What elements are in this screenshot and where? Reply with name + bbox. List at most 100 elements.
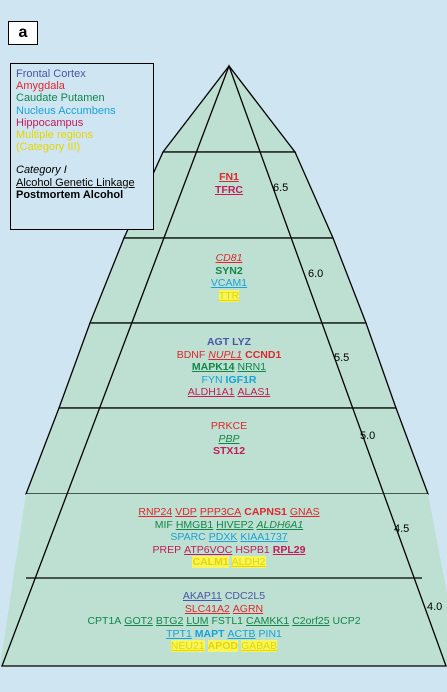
legend-nucleus-accumbens: Nucleus Accumbens [16, 104, 116, 117]
gene-label: PDXK [208, 531, 238, 543]
gene-label: BTG2 [155, 615, 184, 627]
tier-4-genes: PRKCE PBP STX12 [29, 420, 429, 458]
legend-amygdala: Amygdala [16, 80, 65, 93]
gene-label: ALDH6A1 [256, 518, 304, 531]
tier-6-row-3: CPT1A GOT2 BTG2 LUM FSTL1 CAMKK1 C2orf25 UCP2 [24, 615, 424, 628]
gene-label: LYZ [232, 336, 252, 348]
panel-label: a [8, 21, 38, 45]
legend-multiple-regions: Multiple regions [16, 129, 94, 142]
gene-label: PRKCE [210, 420, 248, 432]
legend-category-i: Category I [16, 164, 67, 177]
gene-label: HSPB1 [235, 543, 270, 556]
gene-label: UCP2 [332, 615, 361, 627]
gene-label: TTR [218, 289, 240, 302]
gene-label: C2orf25 [292, 615, 330, 627]
tier-6-row-1: AKAP11 CDC2L5 [24, 590, 424, 603]
tier-4-row-2: PBP [29, 433, 429, 446]
gene-label: KIAA1737 [240, 531, 288, 543]
gene-label: MAPK14 [191, 361, 235, 373]
gene-label: PREP [152, 543, 182, 556]
tier-1-row-1: FN1 [29, 171, 429, 184]
gene-label: NRN1 [237, 361, 267, 373]
tier-2-row-4: TTR [29, 289, 429, 303]
gene-label: TPT1 [166, 627, 192, 640]
legend-hippocampus: Hippocampus [16, 116, 84, 129]
legend-caudate-putamen: Caudate Putamen [16, 92, 105, 105]
score-label: 5.5 [334, 352, 350, 364]
tier-4-row-3: STX12 [29, 445, 429, 458]
tier-2-row-1: CD81 [29, 252, 429, 265]
gene-label: CDC2L5 [224, 590, 266, 602]
gene-label: PPP3CA [199, 506, 242, 518]
gene-label: NEU21 [170, 640, 205, 652]
gene-label: GABAB [241, 640, 278, 652]
tier-3-row-3: MAPK14 NRN1 [29, 361, 429, 374]
tier-5-row-4: PREP ATP6VOC HSPB1 RPL29 [29, 544, 429, 557]
tier-6-row-2: SLC41A2 AGRN [24, 603, 424, 616]
tier-5-row-3: SPARC PDXK KIAA1737 [29, 531, 429, 544]
tier-5-row-2: MIF HMGB1 HIVEP2 ALDH6A1 [29, 519, 429, 532]
score-label: 5.0 [360, 430, 376, 442]
gene-label: CD81 [215, 252, 243, 264]
gene-label: ACTB [227, 627, 256, 640]
tier-5-genes: RNP24 VDP PPP3CA CAPNS1 GNAS MIF HMGB1 HIVEP2 AL… [29, 506, 429, 569]
legend-frontal-cortex: Frontal Cortex [16, 68, 86, 80]
gene-label: TFRC [215, 183, 243, 196]
gene-label: ALDH2 [231, 556, 266, 568]
gene-label: MIF [154, 518, 173, 531]
tier-2-row-3: VCAM1 [29, 277, 429, 290]
legend-postmortem: Postmortem Alcohol [16, 188, 124, 201]
legend-gap [16, 153, 153, 164]
legend: Frontal Cortex Amygdala Caudate Putamen … [10, 63, 154, 230]
gene-label: VCAM1 [210, 277, 248, 289]
gene-label: APOD [207, 640, 238, 652]
gene-label: SLC41A2 [184, 602, 230, 615]
gene-label: PBP [218, 432, 240, 445]
gene-label: RPL29 [272, 543, 306, 556]
gene-label: FYN [201, 373, 223, 386]
tier-3-genes: AGT LYZ BDNF NUPL1 CCND1 MAPK14 NRN1 FYN IGF1R AL… [29, 336, 429, 399]
tier-2-row-2: SYN2 [29, 265, 429, 278]
gene-label: AGT [206, 336, 230, 348]
pyramid-outline [1, 64, 447, 667]
tier-6-row-4: TPT1 MAPT ACTB PIN1 [24, 628, 424, 641]
score-label: 4.0 [427, 601, 443, 613]
tier-1-genes: FN1 TFRC [29, 171, 429, 196]
tier-3-row-2: BDNF NUPL1 CCND1 [29, 349, 429, 362]
gene-label: FSTL1 [211, 615, 243, 627]
tier-5-row-5: CALM1 ALDH2 [29, 556, 429, 569]
gene-label: CAPNS1 [244, 506, 287, 518]
gene-label: MAPT [194, 627, 225, 640]
gene-label: BDNF [176, 348, 206, 361]
tier-5-row-1: RNP24 VDP PPP3CA CAPNS1 GNAS [29, 506, 429, 519]
gene-label: AKAP11 [182, 590, 222, 602]
gene-label: HIVEP2 [216, 518, 254, 531]
gene-label: FN1 [219, 171, 239, 183]
gene-label: CAMKK1 [246, 615, 290, 627]
gene-label: ALDH1A1 [187, 386, 235, 398]
gene-label: LUM [186, 615, 209, 627]
gene-label: NUPL1 [208, 348, 243, 361]
gene-label: GNAS [289, 506, 320, 518]
gene-label: VDP [175, 506, 197, 518]
gene-label: PIN1 [258, 627, 282, 640]
pyramid-tier-1 [161, 64, 297, 153]
gene-label: RNP24 [138, 506, 173, 518]
tier-1-row-2: TFRC [29, 184, 429, 197]
gene-label: STX12 [212, 445, 246, 457]
tier-6-genes: AKAP11 CDC2L5 SLC41A2 AGRN CPT1A GOT2 BTG2 LUM F… [24, 590, 424, 653]
tier-3-row-1: AGT LYZ [29, 336, 429, 349]
gene-label: SPARC [170, 531, 206, 543]
gene-label: CCND1 [245, 348, 282, 361]
gene-label: SYN2 [215, 264, 243, 277]
gene-label: ATP6VOC [184, 543, 233, 556]
gene-label: GOT2 [124, 615, 153, 627]
gene-label: CPT1A [87, 615, 122, 627]
pyramid-tier-6-fill [0, 494, 447, 666]
tier-6-row-5: NEU21 APOD GABAB [24, 640, 424, 653]
score-label: 6.0 [308, 268, 324, 280]
gene-label: IGF1R [225, 373, 257, 386]
pyramid [0, 64, 447, 667]
legend-genetic-linkage: Alcohol Genetic Linkage [16, 176, 135, 189]
